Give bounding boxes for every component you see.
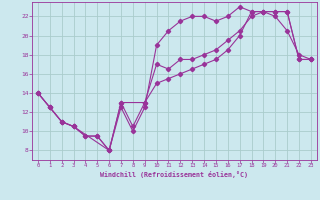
X-axis label: Windchill (Refroidissement éolien,°C): Windchill (Refroidissement éolien,°C) — [100, 171, 248, 178]
